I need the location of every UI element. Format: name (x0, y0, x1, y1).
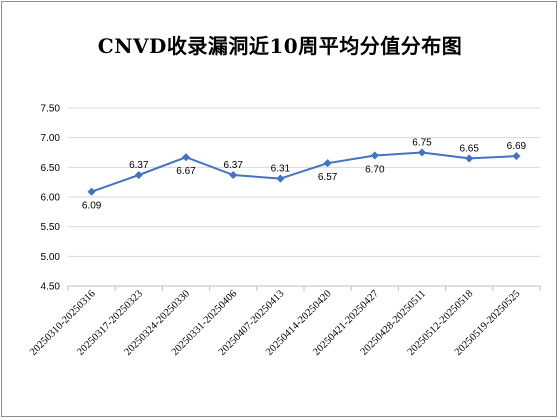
data-point (276, 174, 285, 183)
data-point (323, 159, 332, 168)
data-label: 6.37 (129, 160, 149, 171)
data-label: 6.67 (176, 166, 196, 177)
data-label: 6.57 (318, 172, 338, 183)
data-point (134, 170, 143, 180)
y-tick-label: 4.50 (41, 282, 61, 293)
grid-lines (68, 107, 540, 287)
series-line (91, 151, 517, 193)
data-label: 6.70 (365, 164, 385, 175)
data-label: 6.75 (412, 138, 432, 149)
data-labels: 6.09 6.37 6.67 6.37 6.31 6.57 6.70 6.75 6.65 6.69 (82, 138, 527, 212)
y-tick-label: 7.00 (41, 133, 61, 144)
y-tick-label: 6.00 (41, 193, 61, 204)
series-average-score (87, 148, 521, 196)
data-point (181, 153, 191, 162)
data-point (417, 148, 427, 157)
y-tick-label: 5.00 (41, 252, 61, 263)
x-axis: 20250310-2025031620250317-20250323202503… (28, 286, 541, 358)
y-tick-label: 5.50 (41, 222, 61, 233)
data-point (87, 187, 96, 196)
y-tick-label: 6.50 (41, 163, 61, 174)
data-point (512, 151, 521, 161)
data-label: 6.65 (459, 143, 479, 154)
chart-title: CNVD收录漏洞近10周平均分值分布图 (97, 34, 463, 58)
data-label: 6.31 (271, 164, 291, 175)
y-tick-label: 7.50 (41, 104, 61, 115)
y-axis: 4.50 5.00 5.50 6.00 6.50 7.00 7.50 (41, 104, 61, 293)
data-point (370, 151, 379, 160)
data-point (229, 170, 238, 180)
data-label: 6.09 (82, 201, 102, 212)
data-label: 6.69 (507, 141, 527, 152)
data-label: 6.37 (223, 160, 243, 171)
data-point (465, 154, 474, 163)
